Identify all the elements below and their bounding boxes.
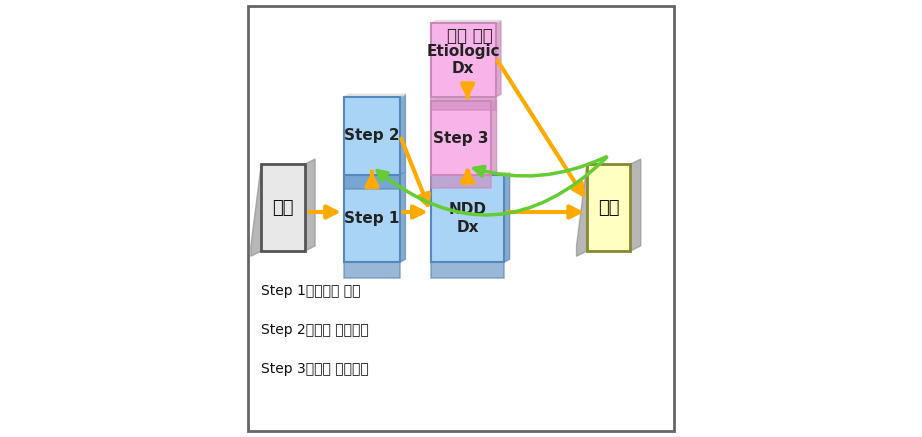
FancyBboxPatch shape (431, 262, 504, 277)
FancyBboxPatch shape (431, 23, 496, 97)
Text: 치료: 치료 (597, 199, 620, 217)
Text: Step 3：원인 정밀평가: Step 3：원인 정밀평가 (261, 362, 369, 376)
Polygon shape (504, 173, 510, 262)
Polygon shape (400, 173, 406, 262)
Polygon shape (304, 159, 315, 251)
FancyBboxPatch shape (261, 164, 304, 251)
Polygon shape (631, 159, 641, 251)
Text: Step 1: Step 1 (344, 211, 399, 226)
Text: Step 2：발달 정밀평가: Step 2：발달 정밀평가 (261, 323, 369, 337)
Text: 의룰: 의룰 (272, 199, 294, 217)
Text: Step 2: Step 2 (344, 128, 400, 143)
FancyBboxPatch shape (344, 262, 400, 277)
FancyBboxPatch shape (344, 97, 400, 175)
Polygon shape (431, 99, 497, 101)
Polygon shape (400, 94, 406, 175)
Text: Etiologic
Dx: Etiologic Dx (426, 44, 500, 76)
FancyBboxPatch shape (587, 164, 631, 251)
FancyBboxPatch shape (344, 175, 400, 189)
FancyBboxPatch shape (344, 175, 400, 262)
Text: NDD
Dx: NDD Dx (448, 202, 487, 235)
Polygon shape (431, 173, 510, 175)
FancyBboxPatch shape (248, 6, 674, 431)
FancyBboxPatch shape (431, 175, 491, 188)
FancyBboxPatch shape (431, 175, 504, 262)
Polygon shape (491, 99, 497, 175)
Text: Step 3: Step 3 (433, 131, 489, 146)
Text: 추적 관찰: 추적 관찰 (447, 27, 492, 45)
Polygon shape (344, 173, 406, 175)
Polygon shape (431, 21, 501, 23)
Polygon shape (344, 94, 406, 97)
FancyBboxPatch shape (431, 97, 496, 110)
Polygon shape (576, 164, 587, 256)
FancyBboxPatch shape (431, 101, 491, 175)
Polygon shape (251, 164, 261, 256)
Polygon shape (496, 21, 501, 97)
Text: Step 1：전문가 평가: Step 1：전문가 평가 (261, 284, 361, 298)
